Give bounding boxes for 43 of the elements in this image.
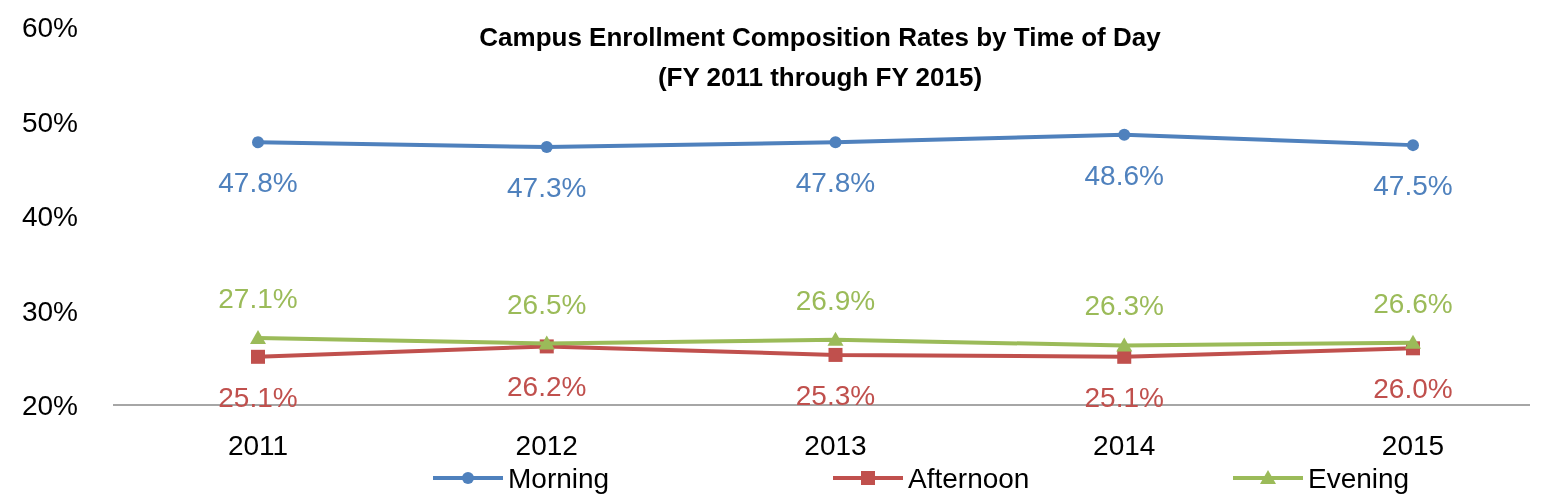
data-label: 25.1%: [218, 381, 298, 413]
legend-label: Evening: [1308, 463, 1410, 494]
data-label: 47.5%: [1373, 170, 1453, 202]
data-label: 26.0%: [1373, 373, 1453, 405]
legend-label: Afternoon: [908, 463, 1030, 494]
y-tick-label: 20%: [21, 390, 78, 421]
data-label: 48.6%: [1084, 159, 1164, 191]
data-label: 25.3%: [795, 379, 876, 411]
point: [252, 136, 264, 149]
y-tick-label: 60%: [21, 12, 78, 43]
data-label: 25.1%: [1084, 381, 1164, 413]
x-tick-label: 2012: [515, 430, 578, 461]
x-tick-label: 2013: [804, 430, 867, 461]
text: (FY 2011 through FY 2015): [657, 62, 983, 92]
point: [250, 329, 266, 344]
point: [1116, 337, 1133, 352]
data-label: 26.3%: [1084, 290, 1164, 322]
data-label: 47.8%: [795, 167, 876, 199]
data-label: 26.2%: [507, 371, 587, 403]
x-tick-label: 2014: [1093, 430, 1156, 461]
y-tick-label: 40%: [21, 201, 78, 232]
point: [828, 347, 843, 362]
data-label: 26.5%: [507, 288, 587, 320]
point: [251, 349, 265, 364]
point: [1405, 334, 1421, 349]
point: [1407, 139, 1419, 152]
x-tick-label: 2011: [227, 430, 289, 461]
data-label: 27.1%: [218, 282, 298, 314]
chart-title: Campus Enrollment Composition Rates by Time of Day: [479, 22, 1162, 52]
point: [1118, 128, 1131, 141]
data-label: 47.3%: [507, 172, 587, 204]
data-label: 47.8%: [218, 167, 298, 199]
point: [827, 331, 844, 346]
point: [829, 136, 842, 149]
data-label: 26.9%: [795, 284, 876, 316]
point: [1117, 349, 1132, 364]
point: [538, 335, 555, 350]
y-tick-label: 30%: [21, 295, 78, 327]
y-tick-label: 50%: [21, 106, 78, 138]
point: [540, 141, 553, 154]
x-tick-label: 2015: [1381, 430, 1445, 461]
data-label: 26.6%: [1373, 287, 1453, 319]
legend-label: Morning: [508, 463, 610, 494]
